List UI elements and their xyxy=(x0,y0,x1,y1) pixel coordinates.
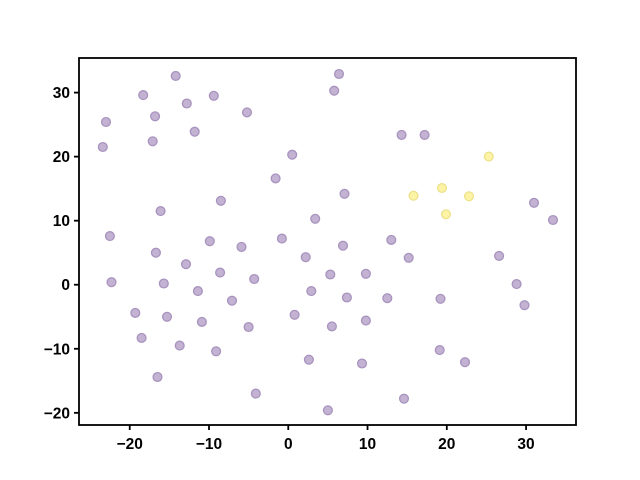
data-point-cluster-purple xyxy=(356,358,368,369)
data-point-cluster-purple xyxy=(519,300,530,311)
data-point-cluster-yellow xyxy=(408,190,419,201)
data-point-cluster-purple xyxy=(155,206,166,217)
data-point-cluster-purple xyxy=(180,259,192,270)
data-point-cluster-purple xyxy=(382,293,393,304)
data-point-cluster-purple xyxy=(398,393,410,404)
data-point-cluster-purple xyxy=(204,236,215,247)
data-point-cluster-purple xyxy=(236,241,247,252)
data-point-cluster-purple xyxy=(326,321,337,332)
y-axis-tick-label: −20 xyxy=(44,405,70,422)
data-point-cluster-purple xyxy=(276,233,287,244)
data-point-cluster-purple xyxy=(170,70,181,81)
data-point-cluster-purple xyxy=(138,90,149,101)
data-point-cluster-purple xyxy=(547,214,559,226)
data-point-cluster-purple xyxy=(322,405,333,416)
data-point-cluster-purple xyxy=(494,250,505,261)
data-point-cluster-purple xyxy=(303,354,314,365)
data-point-cluster-purple xyxy=(215,195,226,206)
x-axis-tick-label: 20 xyxy=(438,436,455,453)
y-axis-tick-label: 20 xyxy=(53,149,70,166)
data-point-cluster-purple xyxy=(158,278,169,289)
data-point-cluster-purple xyxy=(306,286,317,297)
data-point-cluster-purple xyxy=(459,357,471,368)
data-point-cluster-yellow xyxy=(436,182,448,194)
y-axis-tick-label: 10 xyxy=(53,213,70,230)
data-point-cluster-purple xyxy=(249,273,260,285)
x-axis-tick-label: 30 xyxy=(517,436,534,453)
data-point-cluster-purple xyxy=(181,98,192,109)
data-point-cluster-purple xyxy=(434,345,445,356)
data-point-cluster-purple xyxy=(386,234,397,245)
data-point-cluster-purple xyxy=(130,307,141,318)
data-point-cluster-purple xyxy=(396,129,407,140)
data-point-cluster-purple xyxy=(147,136,158,147)
data-point-cluster-yellow xyxy=(483,151,494,162)
data-point-cluster-purple xyxy=(511,279,522,290)
data-point-cluster-purple xyxy=(152,371,163,383)
x-axis-tick-label: −10 xyxy=(196,436,222,453)
x-axis-tick-label: 10 xyxy=(359,436,376,453)
data-point-cluster-purple xyxy=(337,240,349,251)
data-point-cluster-purple xyxy=(104,231,115,242)
data-point-cluster-purple xyxy=(161,311,173,322)
x-axis-tick-label: 0 xyxy=(284,436,293,453)
y-axis-tick-label: −10 xyxy=(44,341,70,358)
data-point-cluster-purple xyxy=(300,252,311,263)
data-point-cluster-purple xyxy=(403,252,414,263)
data-point-cluster-purple xyxy=(339,188,350,199)
data-point-cluster-purple xyxy=(106,277,117,288)
data-point-cluster-purple xyxy=(243,321,254,333)
y-axis-tick-label: 30 xyxy=(53,85,70,102)
data-point-cluster-purple xyxy=(192,286,203,297)
data-point-cluster-purple xyxy=(310,213,321,224)
data-point-cluster-purple xyxy=(211,346,222,357)
data-point-cluster-purple xyxy=(435,293,446,304)
data-point-cluster-purple xyxy=(97,141,108,153)
data-point-cluster-purple xyxy=(329,85,340,96)
data-point-cluster-purple xyxy=(196,316,207,327)
data-point-cluster-purple xyxy=(136,332,147,343)
data-point-cluster-purple xyxy=(174,340,185,351)
data-point-cluster-purple xyxy=(360,268,371,279)
data-point-cluster-purple xyxy=(341,292,352,303)
data-point-cluster-purple xyxy=(150,111,161,122)
data-point-cluster-purple xyxy=(289,309,300,320)
data-point-cluster-purple xyxy=(528,197,540,208)
plot-frame xyxy=(78,57,577,426)
data-point-cluster-purple xyxy=(270,173,281,184)
data-point-cluster-purple xyxy=(325,269,336,280)
y-axis-tick-label: 0 xyxy=(61,277,70,294)
data-point-cluster-purple xyxy=(226,295,238,306)
x-axis-tick-label: −20 xyxy=(117,436,143,453)
data-point-cluster-purple xyxy=(100,116,112,128)
data-point-cluster-purple xyxy=(419,129,430,140)
data-point-cluster-purple xyxy=(208,90,219,101)
data-point-cluster-purple xyxy=(360,315,371,326)
data-point-cluster-purple xyxy=(189,126,200,137)
data-point-cluster-purple xyxy=(333,68,345,80)
data-point-cluster-purple xyxy=(287,149,298,160)
data-point-cluster-purple xyxy=(250,388,261,399)
data-point-cluster-yellow xyxy=(440,209,452,220)
data-point-cluster-purple xyxy=(150,247,161,258)
data-point-cluster-yellow xyxy=(463,191,475,202)
data-point-cluster-purple xyxy=(215,267,226,278)
data-point-cluster-purple xyxy=(241,107,253,118)
